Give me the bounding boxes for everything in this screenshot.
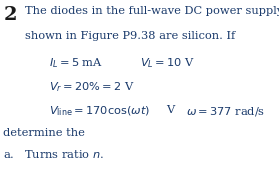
Text: $V_r = 20\% = 2$ V: $V_r = 20\% = 2$ V <box>49 80 134 94</box>
Text: shown in Figure P9.38 are silicon. If: shown in Figure P9.38 are silicon. If <box>25 31 235 41</box>
Text: b.   The value of the capacitor $C$.: b. The value of the capacitor $C$. <box>3 170 192 172</box>
Text: $I_L = 5$ mA: $I_L = 5$ mA <box>49 56 103 70</box>
Text: V: V <box>166 105 174 115</box>
Text: 2: 2 <box>3 6 17 24</box>
Text: The diodes in the full-wave DC power supply: The diodes in the full-wave DC power sup… <box>25 6 279 16</box>
Text: $V_{\rm line} = 170\cos(\omega t)$: $V_{\rm line} = 170\cos(\omega t)$ <box>49 105 150 118</box>
Text: $V_L = 10$ V: $V_L = 10$ V <box>140 56 194 70</box>
Text: $\omega = 377$ rad/s: $\omega = 377$ rad/s <box>186 105 265 118</box>
Text: determine the: determine the <box>3 128 85 138</box>
Text: a.   Turns ratio $n$.: a. Turns ratio $n$. <box>3 148 104 160</box>
